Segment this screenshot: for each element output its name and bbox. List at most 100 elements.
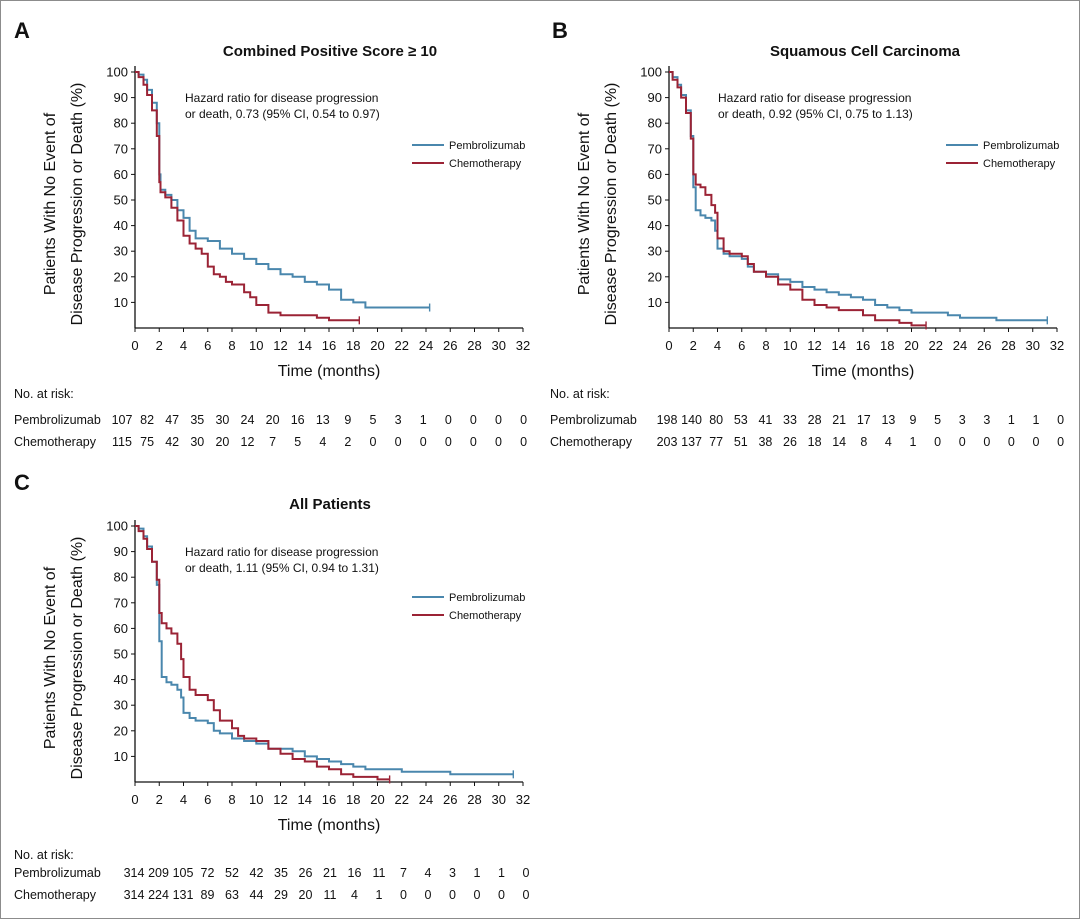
at-risk-value: 41 (758, 413, 772, 427)
x-tick-label: 0 (131, 792, 138, 807)
at-risk-value: 3 (959, 413, 966, 427)
at-risk-value: 0 (474, 888, 481, 902)
at-risk-value: 0 (934, 435, 941, 449)
y-tick-label: 10 (114, 749, 128, 764)
y-axis-label-line-2: Disease Progression or Death (%) (603, 83, 620, 326)
at-risk-row-label: Pembrolizumab (14, 866, 101, 880)
at-risk-value: 21 (832, 413, 846, 427)
x-tick-label: 16 (856, 338, 870, 353)
at-risk-value: 0 (395, 435, 402, 449)
x-tick-label: 8 (228, 792, 235, 807)
at-risk-value: 131 (173, 888, 194, 902)
legend-label-pembrolizumab: Pembrolizumab (983, 140, 1059, 152)
x-tick-label: 10 (249, 338, 263, 353)
y-tick-label: 50 (648, 193, 662, 208)
y-tick-label: 70 (648, 141, 662, 156)
at-risk-value: 5 (934, 413, 941, 427)
at-risk-value: 20 (266, 413, 280, 427)
x-tick-label: 24 (419, 338, 433, 353)
at-risk-value: 26 (299, 866, 313, 880)
at-risk-value: 224 (148, 888, 169, 902)
legend-label-chemotherapy: Chemotherapy (983, 158, 1056, 170)
x-tick-label: 12 (807, 338, 821, 353)
at-risk-value: 26 (783, 435, 797, 449)
at-risk-value: 35 (274, 866, 288, 880)
hazard-ratio-annotation: or death, 1.11 (95% CI, 0.94 to 1.31) (185, 561, 379, 575)
at-risk-value: 0 (445, 413, 452, 427)
x-tick-label: 2 (690, 338, 697, 353)
at-risk-row-label: Chemotherapy (14, 888, 97, 902)
panel-letter: B (552, 18, 568, 43)
at-risk-value: 0 (495, 413, 502, 427)
y-tick-label: 90 (114, 90, 128, 105)
at-risk-header: No. at risk: (14, 387, 74, 401)
x-tick-label: 30 (1026, 338, 1040, 353)
series-line-chemotherapy (135, 71, 360, 322)
at-risk-value: 0 (425, 888, 432, 902)
y-tick-label: 60 (648, 167, 662, 182)
x-tick-label: 6 (204, 338, 211, 353)
at-risk-value: 17 (857, 413, 871, 427)
at-risk-value: 0 (959, 435, 966, 449)
y-tick-label: 30 (648, 244, 662, 259)
x-tick-label: 24 (953, 338, 967, 353)
series-line-chemotherapy (135, 525, 390, 781)
y-tick-label: 100 (640, 65, 662, 80)
at-risk-value: 1 (498, 866, 505, 880)
at-risk-value: 1 (1033, 413, 1040, 427)
x-axis-label: Time (months) (278, 363, 381, 380)
at-risk-value: 1 (910, 435, 917, 449)
x-tick-label: 16 (322, 792, 336, 807)
y-tick-label: 90 (114, 544, 128, 559)
at-risk-value: 0 (470, 413, 477, 427)
x-axis-label: Time (months) (278, 817, 381, 834)
y-tick-label: 100 (106, 519, 128, 534)
at-risk-value: 42 (250, 866, 264, 880)
at-risk-value: 24 (241, 413, 255, 427)
at-risk-value: 4 (885, 435, 892, 449)
x-tick-label: 4 (180, 792, 187, 807)
at-risk-value: 0 (1057, 413, 1064, 427)
x-tick-label: 6 (204, 792, 211, 807)
at-risk-value: 16 (291, 413, 305, 427)
legend-label-chemotherapy: Chemotherapy (449, 158, 522, 170)
chart-title: Squamous Cell Carcinoma (770, 43, 961, 60)
x-tick-label: 28 (467, 792, 481, 807)
at-risk-value: 0 (523, 866, 530, 880)
hazard-ratio-annotation: or death, 0.92 (95% CI, 0.75 to 1.13) (718, 107, 913, 121)
at-risk-value: 82 (140, 413, 154, 427)
x-tick-label: 10 (783, 338, 797, 353)
at-risk-value: 77 (709, 435, 723, 449)
x-axis-label: Time (months) (812, 363, 915, 380)
at-risk-value: 72 (201, 866, 215, 880)
at-risk-value: 2 (344, 435, 351, 449)
at-risk-value: 11 (324, 888, 337, 902)
x-tick-label: 26 (977, 338, 991, 353)
hazard-ratio-annotation: Hazard ratio for disease progression (185, 545, 378, 559)
x-tick-label: 18 (346, 792, 360, 807)
at-risk-value: 0 (400, 888, 407, 902)
at-risk-value: 0 (449, 888, 456, 902)
y-axis-label-line-2: Disease Progression or Death (%) (69, 83, 86, 326)
at-risk-value: 0 (1033, 435, 1040, 449)
x-tick-label: 20 (904, 338, 918, 353)
at-risk-value: 89 (201, 888, 215, 902)
hazard-ratio-annotation: or death, 0.73 (95% CI, 0.54 to 0.97) (185, 107, 380, 121)
at-risk-value: 3 (449, 866, 456, 880)
x-tick-label: 4 (180, 338, 187, 353)
y-tick-label: 20 (114, 723, 128, 738)
at-risk-value: 33 (783, 413, 797, 427)
y-tick-label: 10 (648, 295, 662, 310)
x-tick-label: 22 (395, 792, 409, 807)
y-tick-label: 100 (106, 65, 128, 80)
at-risk-header: No. at risk: (14, 848, 74, 862)
y-tick-label: 40 (648, 218, 662, 233)
y-axis-label-line-2: Disease Progression or Death (%) (69, 537, 86, 780)
x-tick-label: 4 (714, 338, 721, 353)
at-risk-value: 314 (124, 866, 145, 880)
at-risk-value: 7 (400, 866, 407, 880)
y-tick-label: 40 (114, 218, 128, 233)
at-risk-value: 107 (112, 413, 133, 427)
